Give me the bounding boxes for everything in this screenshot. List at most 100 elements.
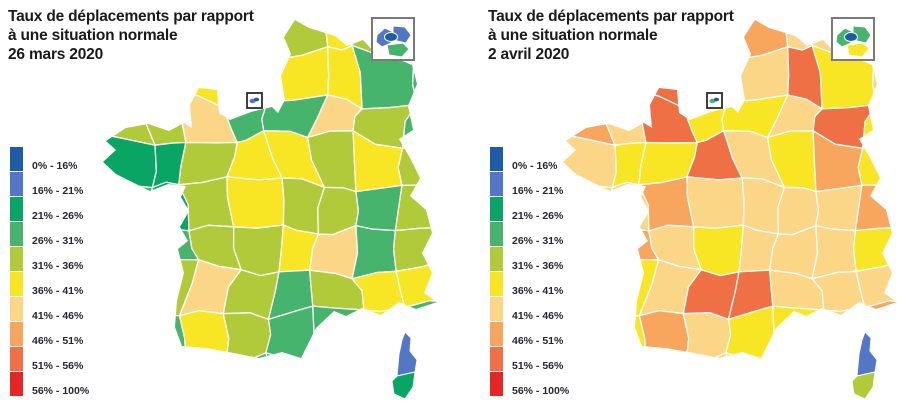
department-cell <box>725 352 778 358</box>
color-legend-march: 0% - 16% 16% - 21% 21% - 26% 26% - 31% 31% -… <box>10 147 135 402</box>
department-cell <box>226 176 285 229</box>
department-cell <box>394 184 437 232</box>
legend-label: 21% - 26% <box>32 210 84 222</box>
department-cell <box>144 181 190 234</box>
department-cell <box>105 21 149 61</box>
legend-swatch <box>10 322 23 346</box>
corsica-south-cell <box>391 371 416 400</box>
idf-marker-frame <box>706 92 723 109</box>
department-cell <box>105 232 149 272</box>
france-choropleth-april <box>563 17 897 403</box>
title-line-2: à une situation normale <box>8 27 178 44</box>
legend-label: 36% - 41% <box>512 285 564 297</box>
department-cell <box>409 345 437 358</box>
legend-label: 0% - 16% <box>32 160 78 172</box>
department-cell <box>186 363 232 403</box>
legend-label: 41% - 46% <box>32 310 84 322</box>
legend-label: 36% - 41% <box>32 285 84 297</box>
legend-swatch <box>490 247 503 271</box>
legend-label: 26% - 31% <box>512 235 564 247</box>
map-date: 26 mars 2020 <box>8 46 103 63</box>
department-cell <box>815 184 863 232</box>
department-cell <box>772 305 825 358</box>
legend-swatch <box>490 322 503 346</box>
legend-label: 31% - 36% <box>512 260 564 272</box>
title-line-2: à une situation normale <box>488 27 658 44</box>
legend-swatch <box>490 222 503 246</box>
legend-label: 46% - 51% <box>512 335 564 347</box>
department-cell <box>142 52 191 91</box>
map-date: 2 avril 2020 <box>488 46 570 63</box>
department-cell <box>143 20 191 64</box>
map-panel-march: Taux de déplacements par rapport à une s… <box>8 8 437 403</box>
department-cell <box>638 309 690 358</box>
department-cell <box>596 362 658 397</box>
department-cell <box>565 232 609 272</box>
legend-swatch <box>10 372 23 396</box>
department-cell <box>770 356 820 358</box>
department-cell <box>563 87 616 146</box>
department-cell <box>563 178 614 238</box>
legend-label: 26% - 31% <box>32 235 84 247</box>
department-cell <box>594 309 647 358</box>
department-cell <box>134 309 187 358</box>
legend-label: 16% - 21% <box>512 185 564 197</box>
idf-marker-box <box>246 92 263 109</box>
department-cell <box>411 45 437 106</box>
idf-marker-box <box>706 92 723 109</box>
legend-swatch <box>10 347 23 371</box>
legend-swatch <box>490 297 503 321</box>
idf-inset-box <box>831 17 875 61</box>
department-cell <box>178 309 230 358</box>
department-cell <box>563 263 609 319</box>
department-cell <box>351 224 397 280</box>
legend-swatch <box>10 272 23 296</box>
legend-label: 0% - 16% <box>512 160 558 172</box>
legend-label: 46% - 51% <box>32 335 84 347</box>
idf-inset-box <box>371 17 415 61</box>
legend-swatch <box>10 197 23 221</box>
legend-label: 16% - 21% <box>32 185 84 197</box>
legend-label: 51% - 56% <box>32 360 84 372</box>
department-cell <box>103 309 156 358</box>
department-cell <box>225 352 282 358</box>
department-cell <box>103 52 149 92</box>
map-panel-april: Taux de déplacements par rapport à une s… <box>455 0 897 407</box>
department-cell <box>784 20 818 51</box>
legend-swatch <box>10 172 23 196</box>
legend-swatch <box>490 347 503 371</box>
france-choropleth-march <box>103 17 437 403</box>
department-cell <box>265 305 316 358</box>
department-cell <box>857 133 897 194</box>
idf-marker-blob <box>253 97 260 102</box>
legend-label: 41% - 46% <box>512 310 564 322</box>
legend-swatch <box>490 172 503 196</box>
idf-marker-blob <box>713 97 720 102</box>
legend-swatch <box>10 297 23 321</box>
title-line-1: Taux de déplacements par rapport <box>8 8 254 25</box>
department-cell <box>852 226 897 272</box>
department-cell <box>640 20 699 67</box>
department-cell <box>646 363 692 403</box>
legend-label: 51% - 56% <box>512 360 564 372</box>
department-cell <box>811 224 857 280</box>
idf-inset-south-cell <box>386 42 410 58</box>
legend-swatch <box>490 147 503 171</box>
title-line-1: Taux de déplacements par rapport <box>488 8 734 25</box>
department-cell <box>602 52 651 91</box>
department-cell <box>103 87 156 146</box>
legend-swatch <box>10 147 23 171</box>
map-title-april: Taux de déplacements par rapport à une s… <box>488 7 734 64</box>
idf-inset-paris-cell <box>844 32 858 42</box>
color-legend-april: 0% - 16% 16% - 21% 21% - 26% 26% - 31% 31% -… <box>490 147 615 402</box>
department-cell <box>872 20 897 62</box>
department-cell <box>180 20 239 67</box>
department-cell <box>220 20 286 67</box>
corsica-north-cell <box>396 331 418 377</box>
department-cell <box>103 263 149 319</box>
department-cell <box>310 356 360 358</box>
department-cell <box>692 224 745 277</box>
legend-label: 31% - 36% <box>32 260 84 272</box>
department-cell <box>685 352 742 358</box>
department-cell <box>563 309 616 358</box>
